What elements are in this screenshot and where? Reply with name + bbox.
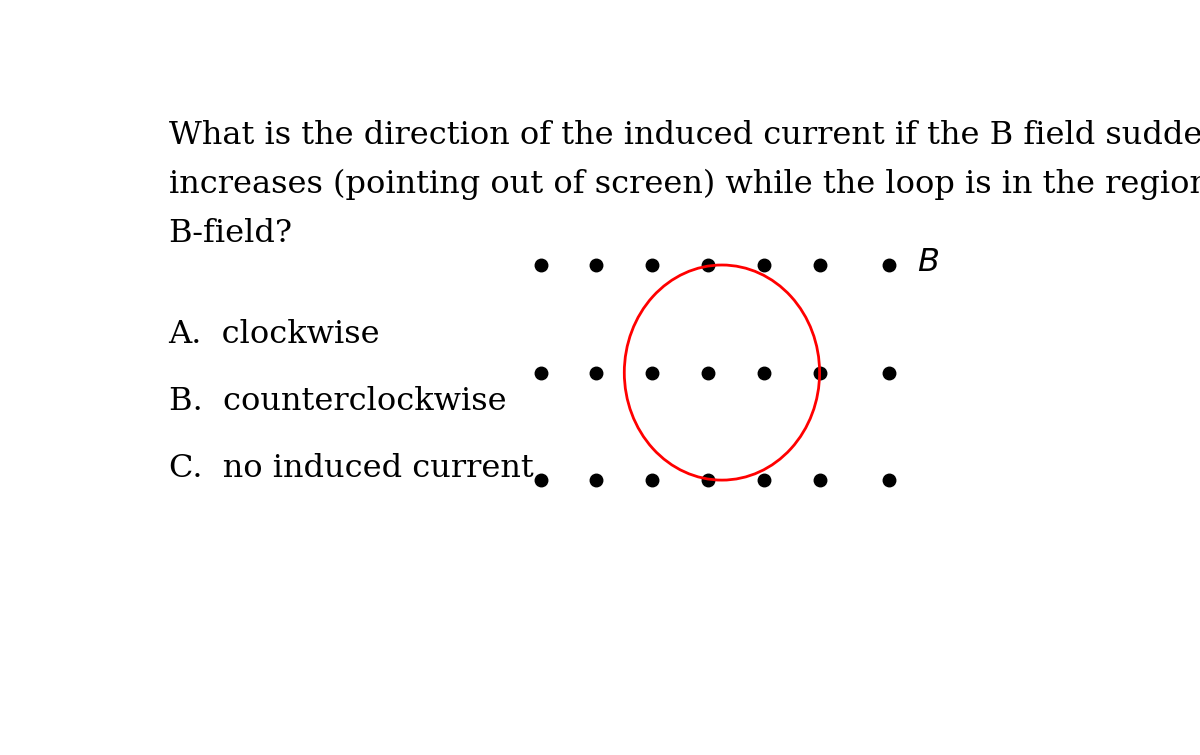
Text: increases (pointing out of screen) while the loop is in the region of: increases (pointing out of screen) while… (168, 169, 1200, 200)
Text: $B$: $B$ (917, 247, 940, 278)
Text: C.  no induced current: C. no induced current (168, 453, 533, 484)
Text: B.  counterclockwise: B. counterclockwise (168, 386, 506, 417)
Text: A.  clockwise: A. clockwise (168, 319, 380, 350)
Text: What is the direction of the induced current if the B field suddenly: What is the direction of the induced cur… (168, 119, 1200, 151)
Text: B-field?: B-field? (168, 218, 293, 249)
